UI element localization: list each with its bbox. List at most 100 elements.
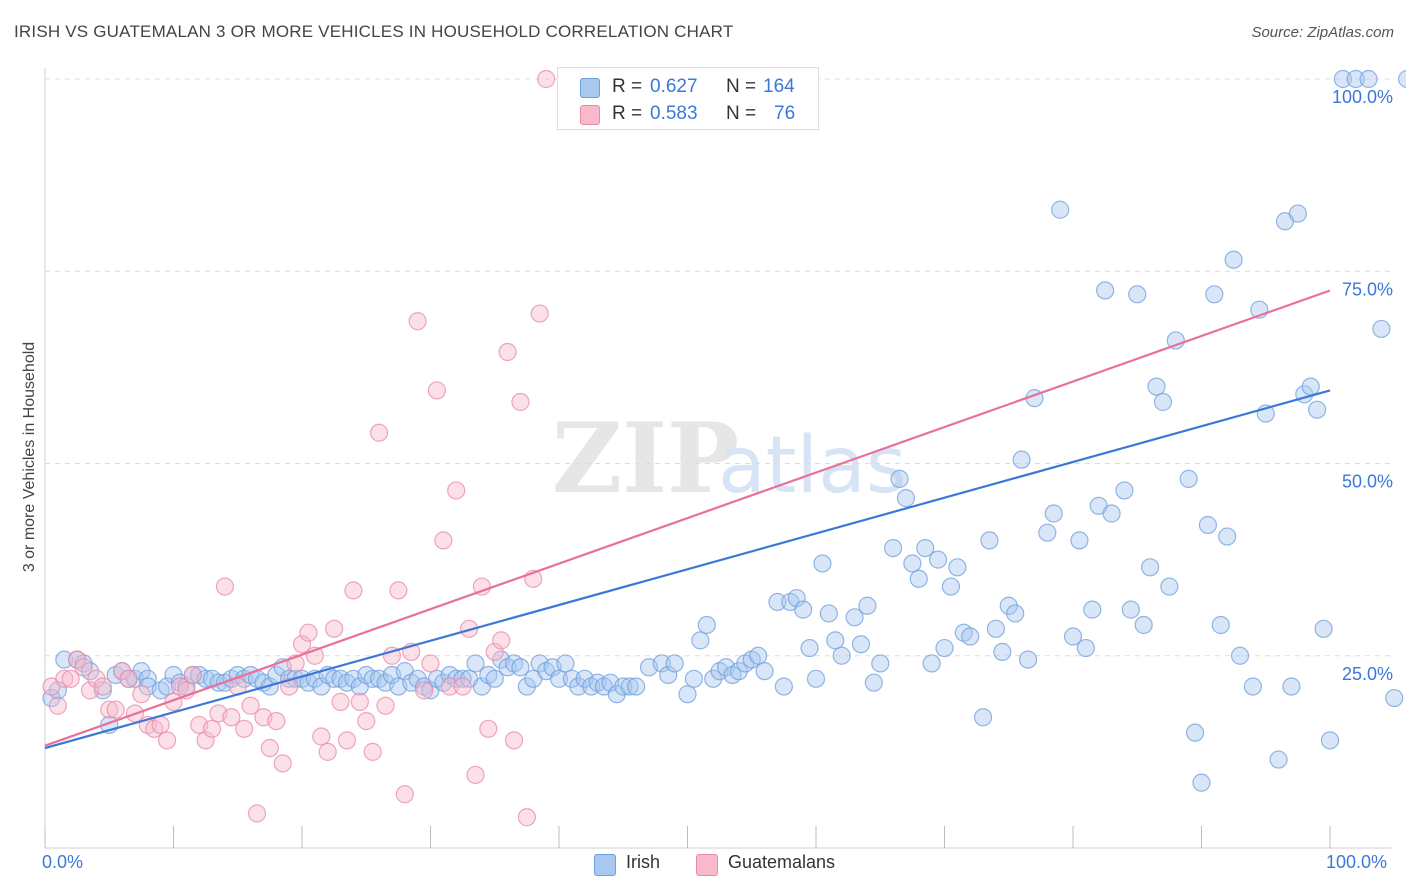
guatemalan-point <box>485 642 504 662</box>
irish-point <box>1205 285 1224 304</box>
guatemalan-point <box>395 785 414 804</box>
guatemalan-point <box>222 708 241 727</box>
irish-point <box>755 662 774 681</box>
irish-point <box>826 631 845 650</box>
guatemalan-trend-line <box>44 289 1331 747</box>
irish-point <box>1147 377 1166 396</box>
irish-point <box>1076 638 1095 658</box>
irish-point <box>1372 319 1391 339</box>
guatemalan-point <box>273 754 292 773</box>
guatemalan-point <box>74 658 93 677</box>
guatemalan-point <box>427 381 447 400</box>
irish-point <box>819 604 838 623</box>
irish-point <box>138 669 157 688</box>
irish-point <box>1243 677 1263 696</box>
x-tick-label-max: 100.0% <box>1326 852 1388 872</box>
irish-point <box>832 646 851 665</box>
guatemalan-point <box>376 696 395 715</box>
irish-point <box>1018 650 1038 669</box>
irish-point <box>909 569 928 588</box>
guatemalan-n-value: 76 <box>774 103 796 124</box>
guatemalan-point <box>440 677 459 696</box>
irish-point <box>1314 619 1333 638</box>
guatemalan-legend-label: Guatemalans <box>728 852 836 872</box>
irish-point <box>549 669 569 688</box>
guatemalan-point <box>48 696 67 715</box>
x-tick-label-min: 0.0% <box>42 852 84 872</box>
guatemalan-point <box>357 712 376 731</box>
irish-point <box>626 677 646 696</box>
irish-point <box>1301 377 1320 396</box>
irish-point <box>774 677 793 696</box>
guatemalan-point <box>466 765 485 785</box>
correlation-legend: R = 0.627 N = 164 R = 0.583 N = 76 <box>557 67 819 130</box>
guatemalan-point <box>434 531 453 550</box>
irish-point <box>980 531 999 550</box>
guatemalan-point <box>247 804 267 823</box>
chart-title: IRISH VS GUATEMALAN 3 OR MORE VEHICLES I… <box>14 22 734 41</box>
guatemalan-point <box>318 742 337 761</box>
irish-point <box>903 554 922 573</box>
irish-point <box>466 654 485 673</box>
guatemalan-point <box>331 692 350 711</box>
irish-point <box>1006 604 1025 623</box>
watermark-zip: ZIP <box>552 402 739 515</box>
irish-point <box>1224 250 1243 269</box>
guatemalan-point <box>151 715 170 735</box>
guatemalan-point <box>414 681 434 700</box>
guatemalan-point <box>511 392 530 412</box>
irish-point <box>1282 677 1301 696</box>
irish-point <box>1044 504 1063 523</box>
irish-point <box>1179 469 1198 488</box>
guatemalan-legend-swatch <box>696 854 718 876</box>
guatemalan-point <box>344 581 363 600</box>
y-tick-label: 25.0% <box>1342 664 1393 684</box>
guatemalan-point <box>235 719 254 738</box>
irish-point <box>1269 750 1288 769</box>
guatemalan-point <box>267 712 286 731</box>
guatemalan-point <box>119 669 138 688</box>
irish-point <box>851 635 871 654</box>
guatemalan-point <box>537 69 556 89</box>
irish-point <box>993 642 1012 662</box>
irish-point <box>1038 523 1057 542</box>
guatemalan-point <box>61 669 80 688</box>
guatemalan-point <box>498 342 517 362</box>
irish-point <box>1115 481 1134 500</box>
guatemalan-point <box>55 669 74 688</box>
guatemalan-point <box>479 719 498 738</box>
irish-point <box>1051 200 1070 219</box>
irish-point <box>858 596 877 615</box>
y-tick-label: 75.0% <box>1342 279 1393 299</box>
r-label: R = <box>612 76 643 97</box>
guatemalan-point <box>472 577 491 596</box>
irish-point <box>1198 515 1218 535</box>
guatemalan-point <box>183 665 202 685</box>
irish-swatch <box>580 78 600 98</box>
guatemalan-point <box>106 700 125 719</box>
irish-point <box>556 654 575 673</box>
guatemalan-point <box>459 619 479 638</box>
irish-point <box>1160 577 1179 596</box>
irish-point <box>1359 69 1378 89</box>
irish-point <box>678 685 697 704</box>
irish-point <box>864 673 883 692</box>
irish-point <box>1096 281 1115 300</box>
irish-point <box>986 619 1006 638</box>
guatemalan-point <box>215 577 234 596</box>
irish-point <box>890 469 909 488</box>
irish-point <box>1288 204 1307 223</box>
irish-point <box>794 600 813 619</box>
guatemalan-point <box>447 481 466 500</box>
irish-point <box>1308 400 1327 419</box>
irish-trend-line <box>44 389 1331 750</box>
irish-point <box>1121 600 1140 619</box>
guatemalan-r-value: 0.583 <box>650 103 698 124</box>
irish-point <box>511 658 530 677</box>
guatemalan-point <box>93 677 112 696</box>
irish-point <box>659 665 678 685</box>
irish-point <box>1134 615 1153 635</box>
irish-point <box>883 538 903 558</box>
guatemalan-point <box>100 700 119 719</box>
irish-point <box>948 558 967 577</box>
